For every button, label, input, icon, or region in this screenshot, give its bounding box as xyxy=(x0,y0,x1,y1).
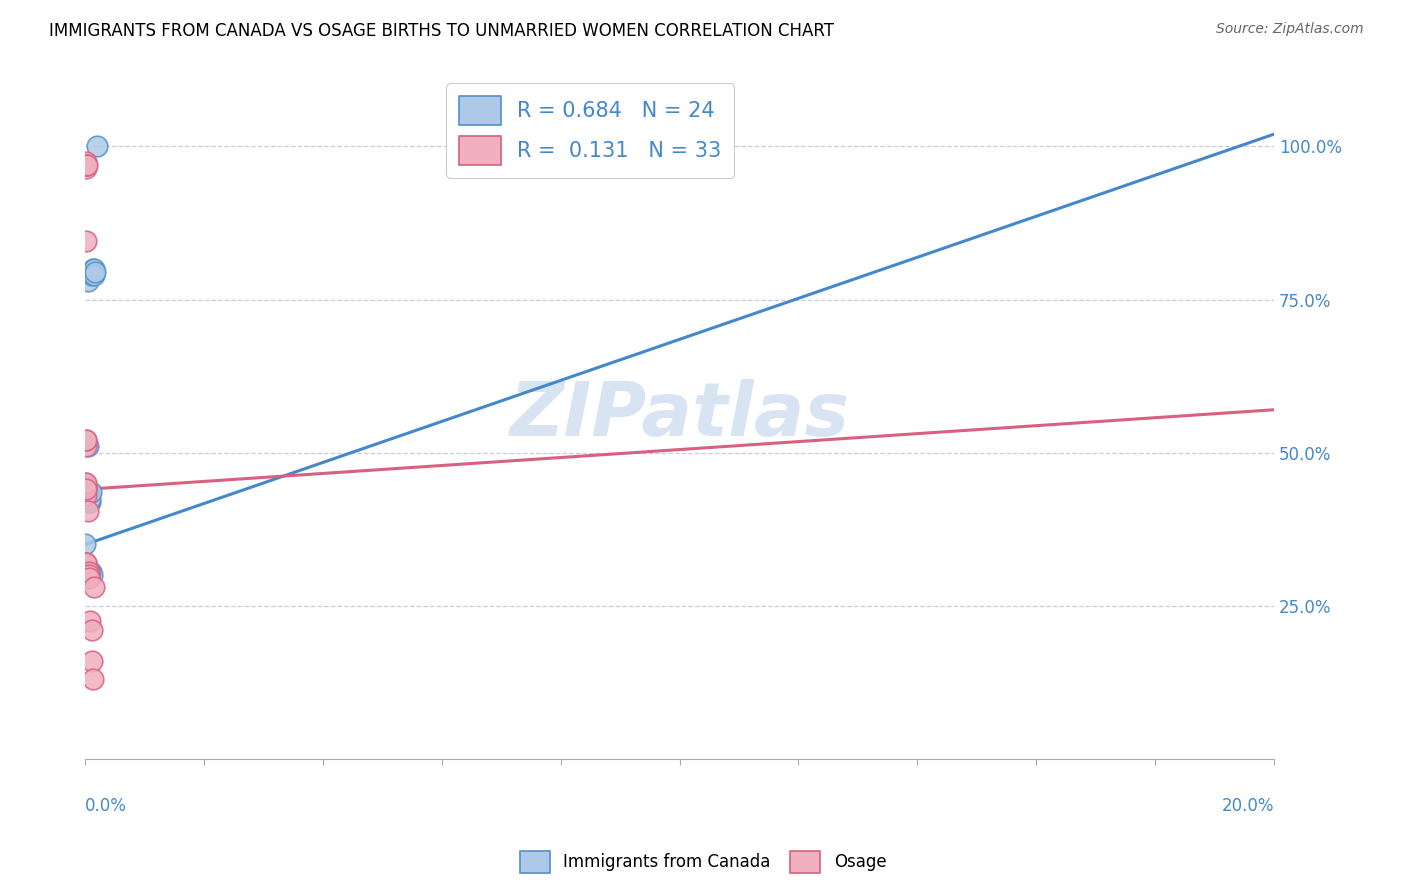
Point xyxy=(77,571,100,585)
Point xyxy=(75,483,97,497)
Point xyxy=(75,556,97,570)
Point xyxy=(75,483,97,497)
Point xyxy=(82,654,104,668)
Point xyxy=(82,268,104,282)
Point xyxy=(75,476,97,491)
Point xyxy=(77,568,100,582)
Point xyxy=(82,261,104,276)
Point xyxy=(77,568,100,582)
Point xyxy=(75,483,97,497)
Point xyxy=(80,568,103,582)
Point xyxy=(76,158,98,172)
Point xyxy=(76,158,98,172)
Legend: R = 0.684   N = 24, R =  0.131   N = 33: R = 0.684 N = 24, R = 0.131 N = 33 xyxy=(446,83,734,178)
Point xyxy=(83,268,105,282)
Point xyxy=(75,483,97,497)
Point xyxy=(75,158,97,172)
Point xyxy=(77,274,100,288)
Point xyxy=(76,440,98,454)
Point xyxy=(75,483,97,497)
Point xyxy=(75,479,97,493)
Point xyxy=(75,483,97,497)
Point xyxy=(75,556,97,570)
Point xyxy=(75,158,97,172)
Point xyxy=(80,485,103,500)
Point xyxy=(75,483,97,497)
Point xyxy=(75,434,97,448)
Point xyxy=(75,479,97,493)
Point xyxy=(77,565,100,579)
Legend: Immigrants from Canada, Osage: Immigrants from Canada, Osage xyxy=(513,845,893,880)
Text: Source: ZipAtlas.com: Source: ZipAtlas.com xyxy=(1216,22,1364,37)
Point xyxy=(80,623,103,637)
Point xyxy=(75,479,97,493)
Point xyxy=(83,265,105,279)
Text: IMMIGRANTS FROM CANADA VS OSAGE BIRTHS TO UNMARRIED WOMEN CORRELATION CHART: IMMIGRANTS FROM CANADA VS OSAGE BIRTHS T… xyxy=(49,22,834,40)
Text: 0.0%: 0.0% xyxy=(86,797,127,814)
Point xyxy=(75,154,97,169)
Point xyxy=(75,434,97,448)
Point xyxy=(75,485,97,500)
Point xyxy=(75,562,97,576)
Point xyxy=(86,139,108,153)
Point xyxy=(82,672,104,686)
Text: 20.0%: 20.0% xyxy=(1222,797,1274,814)
Point xyxy=(75,483,97,497)
Point xyxy=(75,556,97,570)
Point xyxy=(83,261,105,276)
Point xyxy=(75,483,97,497)
Point xyxy=(83,580,105,594)
Point xyxy=(75,556,97,570)
Point xyxy=(75,488,97,502)
Point xyxy=(79,494,101,508)
Point xyxy=(75,161,97,175)
Point xyxy=(77,488,100,502)
Point xyxy=(75,485,97,500)
Point xyxy=(80,565,103,579)
Point xyxy=(75,537,97,551)
Point xyxy=(75,440,97,454)
Point xyxy=(79,614,101,628)
Point xyxy=(75,235,97,249)
Point xyxy=(75,476,97,491)
Point xyxy=(79,485,101,500)
Point xyxy=(76,504,98,518)
Point xyxy=(75,483,97,497)
Point xyxy=(77,568,100,582)
Point xyxy=(75,479,97,493)
Point xyxy=(79,491,101,506)
Point xyxy=(77,494,100,508)
Point xyxy=(75,488,97,502)
Text: ZIPatlas: ZIPatlas xyxy=(509,379,849,452)
Point xyxy=(75,479,97,493)
Point xyxy=(75,568,97,582)
